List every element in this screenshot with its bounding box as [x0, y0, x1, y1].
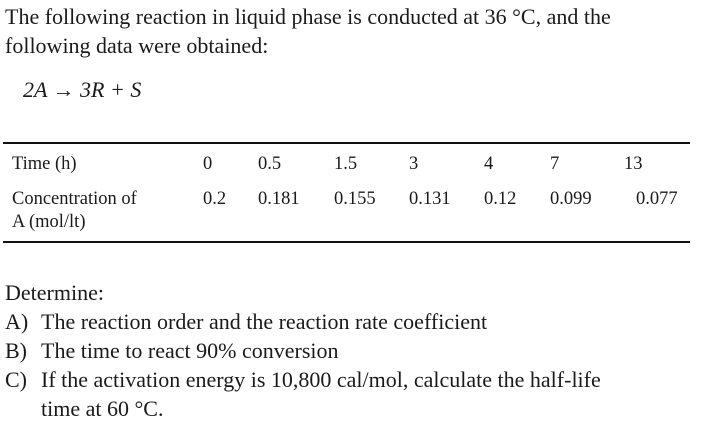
cell: 0.5 [258, 154, 281, 174]
cell: 4 [484, 154, 493, 174]
intro-line: following data were obtained: [5, 33, 268, 58]
cell: 0.131 [409, 189, 451, 209]
row-label: A (mol/lt) [12, 212, 86, 232]
cell: 0 [203, 154, 212, 174]
row-label: Time (h) [12, 154, 77, 174]
question-text: The time to react 90% conversion [41, 338, 339, 363]
cell: 7 [550, 154, 559, 174]
cell: 1.5 [334, 154, 357, 174]
question-text: The reaction order and the reaction rate… [41, 309, 487, 334]
question-text: If the activation energy is 10,800 cal/m… [41, 367, 601, 392]
cell: 0.181 [258, 189, 300, 209]
cell: 0.077 [636, 189, 678, 209]
cell: 3 [409, 154, 418, 174]
cell: 13 [624, 154, 643, 174]
equation: 2A → 3R + S [23, 77, 141, 102]
intro-line: The following reaction in liquid phase i… [5, 4, 611, 29]
cell: 0.12 [484, 189, 516, 209]
cell: 0.155 [334, 189, 376, 209]
cell: 0.099 [550, 189, 592, 209]
questions-heading: Determine: [5, 280, 104, 305]
question-marker: C) [5, 367, 27, 392]
question-marker: B) [5, 338, 27, 363]
question-text: time at 60 °C. [41, 396, 163, 421]
question-marker: A) [5, 309, 28, 334]
cell: 0.2 [203, 189, 226, 209]
row-label: Concentration of [12, 189, 138, 209]
